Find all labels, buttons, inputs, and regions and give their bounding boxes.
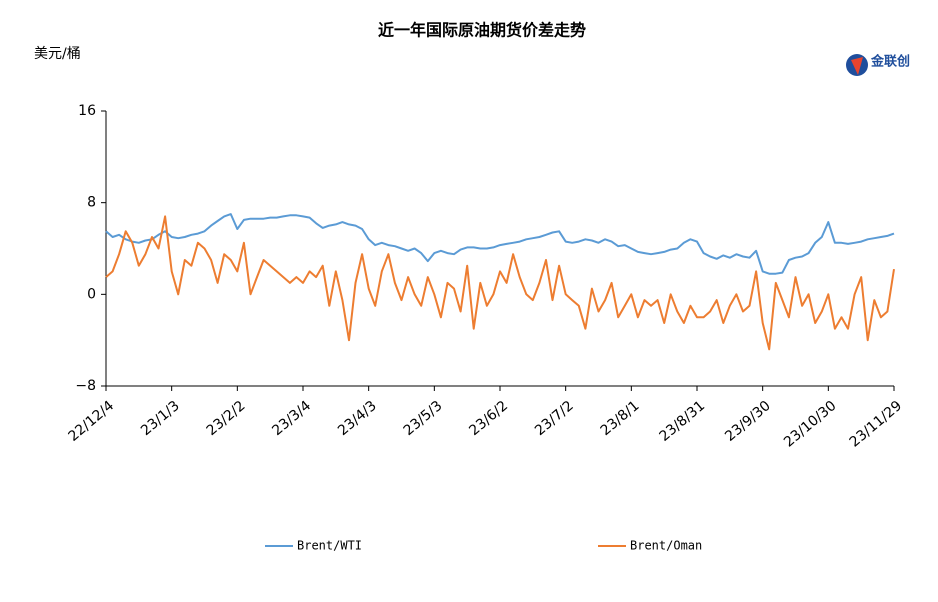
logo: 金联创 xyxy=(846,54,910,76)
logo-icon-accent xyxy=(851,57,863,75)
legend-label: Brent/Oman xyxy=(630,539,702,553)
legend-label: Brent/WTI xyxy=(297,539,362,553)
chart-title: 近一年国际原油期货价差走势 xyxy=(378,21,586,40)
series-line xyxy=(105,215,895,351)
y-tick-label: 8 xyxy=(87,195,96,211)
y-tick-label: 0 xyxy=(87,286,96,302)
y-axis-label: 美元/桶 xyxy=(34,46,81,62)
logo-text: 金联创 xyxy=(870,54,910,70)
y-tick-label: −8 xyxy=(75,378,96,394)
y-tick-label: 16 xyxy=(78,103,96,119)
series-line xyxy=(105,213,895,275)
